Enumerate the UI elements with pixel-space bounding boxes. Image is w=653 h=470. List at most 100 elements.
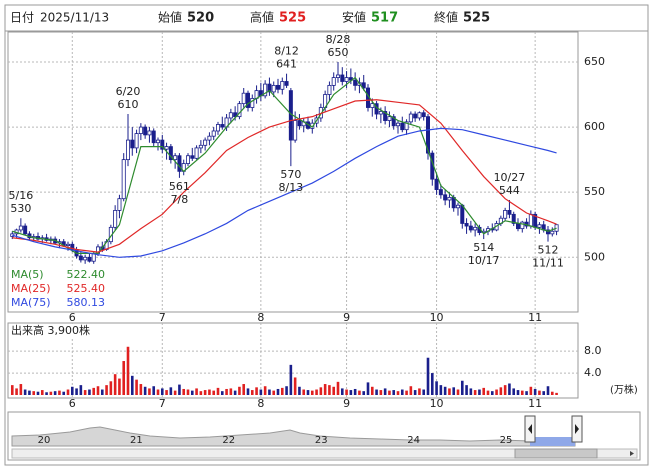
volume-bar bbox=[538, 390, 541, 395]
volume-bar bbox=[178, 384, 181, 395]
candle-body bbox=[207, 135, 212, 141]
candle-body bbox=[421, 112, 426, 118]
volume-bar bbox=[405, 390, 408, 395]
candle-body bbox=[126, 139, 131, 161]
ma-line bbox=[12, 76, 557, 254]
volume-unit: (万株) bbox=[610, 383, 638, 396]
volume-bar bbox=[233, 390, 237, 395]
candle-body bbox=[151, 130, 156, 144]
volume-bar bbox=[503, 385, 507, 395]
volume-bar bbox=[143, 386, 147, 395]
annotation-value: 641 bbox=[276, 58, 297, 71]
annotation-date: 7/8 bbox=[171, 193, 189, 206]
volume-bar bbox=[53, 391, 57, 395]
low: 517 bbox=[371, 11, 398, 26]
candle-body bbox=[464, 223, 469, 227]
candle-body bbox=[370, 103, 375, 108]
volume-bar bbox=[79, 385, 83, 395]
y-tick-label: 8.0 bbox=[584, 344, 602, 357]
volume-bar bbox=[435, 381, 438, 395]
volume-bar bbox=[465, 385, 468, 395]
x-tick-label: 8 bbox=[257, 397, 264, 410]
volume-bar bbox=[113, 374, 117, 395]
volume-bar bbox=[323, 384, 327, 395]
volume-bar bbox=[40, 390, 44, 395]
y-tick-label: 500 bbox=[584, 250, 605, 263]
volume-bar bbox=[289, 364, 293, 395]
candle-body bbox=[211, 130, 216, 137]
candle-body bbox=[348, 77, 353, 81]
candle-body bbox=[331, 77, 336, 86]
annotation-value: 512 bbox=[538, 244, 559, 257]
navigator-label: 22 bbox=[222, 435, 235, 446]
volume-bar bbox=[109, 381, 113, 395]
candle-body bbox=[66, 243, 71, 246]
scrollbar-thumb[interactable] bbox=[514, 448, 598, 459]
candle-body bbox=[413, 113, 418, 119]
close: 525 bbox=[463, 11, 490, 26]
volume-bar bbox=[452, 387, 456, 395]
volume-bar bbox=[366, 382, 370, 395]
annotation-date: 10/17 bbox=[468, 254, 500, 267]
candle-body bbox=[378, 111, 383, 115]
candle-body bbox=[143, 126, 148, 136]
open-label: 始値 bbox=[158, 10, 182, 25]
candle-body bbox=[155, 139, 160, 144]
volume-plot-frame bbox=[7, 322, 579, 399]
candle-body bbox=[516, 223, 521, 230]
volume-bar bbox=[525, 391, 528, 395]
volume-bar bbox=[62, 391, 66, 395]
candle-body bbox=[147, 130, 152, 136]
volume-bar bbox=[32, 391, 36, 395]
candle-body bbox=[177, 155, 182, 172]
navigator-sparkline bbox=[11, 426, 576, 447]
volume-bar bbox=[383, 388, 387, 395]
volume-bar bbox=[478, 389, 481, 395]
volume-bar bbox=[263, 386, 267, 395]
candle-body bbox=[263, 83, 268, 97]
candle-body bbox=[18, 225, 23, 231]
candle-body bbox=[546, 229, 551, 235]
candle-body bbox=[455, 204, 460, 209]
candle-body bbox=[83, 256, 88, 261]
volume-bar bbox=[340, 388, 344, 395]
volume-bar bbox=[105, 385, 108, 395]
volume-bar bbox=[413, 390, 417, 395]
volume-bar bbox=[169, 387, 173, 395]
annotation-date: 8/13 bbox=[279, 181, 304, 194]
volume-bar bbox=[259, 389, 263, 395]
candle-body bbox=[460, 204, 465, 224]
volume-bar bbox=[199, 391, 203, 395]
candle-body bbox=[78, 255, 83, 261]
volume-bar bbox=[426, 357, 430, 395]
volume-bar bbox=[70, 386, 74, 395]
candle-body bbox=[340, 74, 345, 82]
volume-bar bbox=[15, 388, 18, 395]
low-label: 安値 bbox=[342, 10, 366, 25]
volume-bar bbox=[443, 386, 447, 395]
scroll-arrow[interactable] bbox=[630, 451, 634, 456]
candle-body bbox=[203, 139, 208, 146]
volume-bar bbox=[83, 390, 87, 395]
volume-bar bbox=[379, 390, 383, 395]
candle-body bbox=[117, 198, 122, 211]
volume-bar bbox=[220, 391, 224, 395]
volume-bar bbox=[250, 390, 254, 395]
volume-bar bbox=[280, 387, 284, 395]
scrollbar[interactable] bbox=[11, 448, 638, 459]
volume-bar bbox=[370, 386, 374, 395]
candle-body bbox=[215, 124, 220, 132]
handle-arrow bbox=[575, 424, 579, 434]
navigator-label: 20 bbox=[38, 435, 51, 446]
candle-body bbox=[228, 112, 233, 119]
legend-name: MA(75) bbox=[11, 296, 51, 309]
volume-bar bbox=[45, 392, 48, 395]
candle-body bbox=[121, 159, 126, 200]
high-label: 高値 bbox=[250, 10, 274, 25]
x-tick-label: 11 bbox=[528, 311, 542, 324]
outer-frame bbox=[4, 4, 649, 466]
x-tick-label: 7 bbox=[159, 397, 166, 410]
volume-bar bbox=[336, 381, 340, 395]
candle-body bbox=[113, 210, 118, 228]
